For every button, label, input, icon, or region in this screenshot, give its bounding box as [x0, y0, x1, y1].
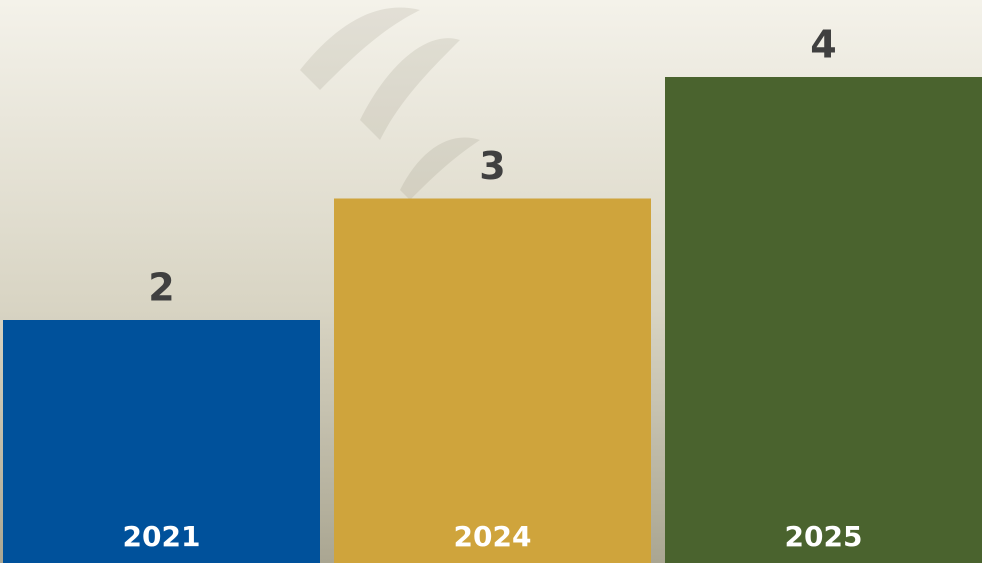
- value-label: 3: [479, 144, 505, 188]
- bar: [334, 198, 651, 563]
- category-label: 2024: [454, 520, 532, 553]
- bar: [665, 77, 982, 563]
- bar: [3, 320, 320, 563]
- value-label: 2: [148, 266, 174, 310]
- category-label: 2025: [785, 520, 863, 553]
- category-label: 2021: [123, 520, 201, 553]
- value-label: 4: [810, 23, 836, 67]
- background-decoration: [300, 7, 480, 200]
